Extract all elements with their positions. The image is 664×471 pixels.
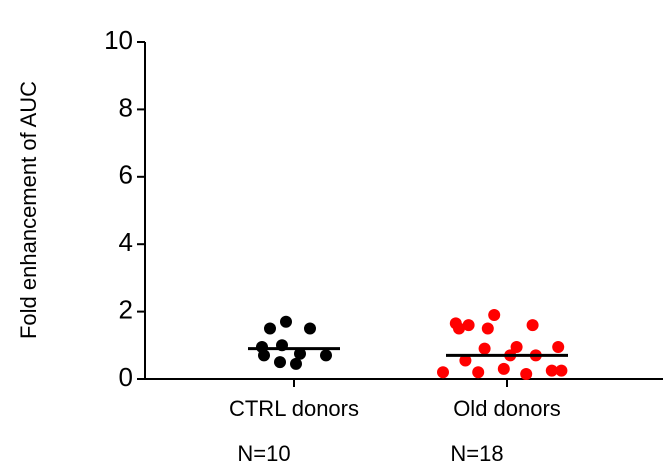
data-point	[520, 367, 533, 380]
data-point	[304, 322, 316, 335]
annotation: N=10	[237, 441, 290, 466]
data-point	[488, 308, 501, 321]
x-tick-label: CTRL donors	[229, 396, 359, 421]
data-point	[545, 364, 558, 377]
y-tick-label: 0	[119, 362, 133, 392]
data-point	[478, 342, 491, 355]
data-point	[555, 364, 568, 377]
annotation: N=18	[450, 441, 503, 466]
data-point	[510, 340, 523, 353]
data-point	[462, 319, 475, 332]
data-point	[294, 347, 306, 360]
data-point	[526, 319, 539, 332]
data-point	[453, 322, 465, 335]
data-point	[552, 340, 565, 353]
data-point	[497, 362, 510, 375]
x-tick-label: Old donors	[453, 396, 561, 421]
y-tick-label: 2	[119, 294, 133, 324]
data-point	[481, 322, 494, 335]
y-tick-label: 8	[119, 92, 133, 122]
data-point	[290, 357, 302, 370]
data-point	[459, 354, 472, 367]
data-point	[320, 349, 332, 362]
y-axis-label: Fold enhancement of AUC	[16, 81, 41, 339]
data-point	[258, 349, 270, 362]
data-point	[437, 366, 449, 379]
data-point	[280, 315, 292, 328]
data-point	[264, 322, 276, 335]
y-tick-label: 6	[119, 160, 133, 190]
data-point	[274, 356, 286, 369]
y-tick-label: 4	[119, 227, 133, 257]
data-point	[472, 366, 485, 379]
y-tick-label: 10	[104, 25, 133, 55]
